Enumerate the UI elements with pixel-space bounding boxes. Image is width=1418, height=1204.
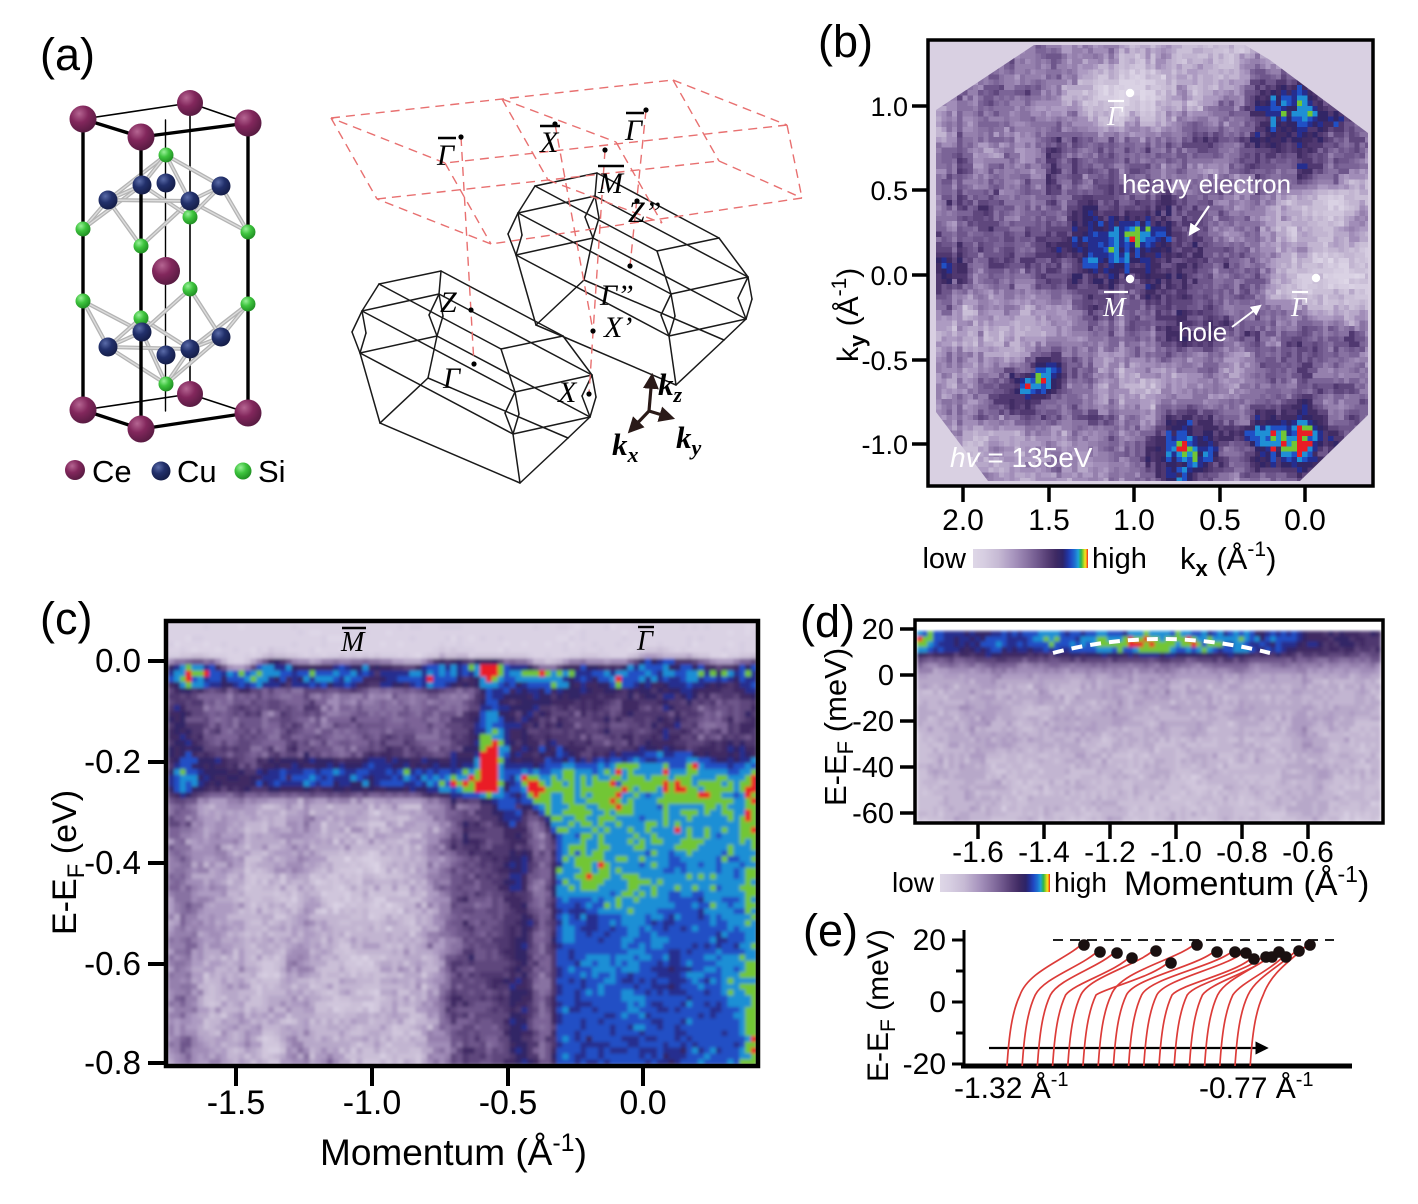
svg-text:M: M (340, 627, 366, 658)
svg-text:Momentum (Å-1): Momentum (Å-1) (320, 1129, 587, 1173)
svg-text:20: 20 (862, 614, 894, 646)
svg-text:Ce: Ce (92, 454, 132, 489)
svg-text:low: low (892, 867, 935, 898)
svg-text:Γ: Γ (636, 626, 654, 657)
svg-text:-0.6: -0.6 (1282, 836, 1334, 869)
svg-text:ky (Å-1): ky (Å-1) (828, 268, 870, 362)
svg-text:-1.4: -1.4 (1018, 836, 1070, 869)
svg-text:-0.2: -0.2 (84, 743, 141, 780)
svg-text:X’: X’ (603, 311, 632, 344)
svg-text:-1.0: -1.0 (1150, 836, 1202, 869)
svg-text:-60: -60 (852, 798, 894, 830)
svg-text:Γ: Γ (1106, 101, 1124, 131)
svg-text:-0.4: -0.4 (84, 844, 141, 881)
svg-text:0.0: 0.0 (1284, 504, 1326, 537)
svg-text:-20: -20 (852, 706, 894, 738)
svg-text:Z: Z (440, 286, 457, 319)
svg-text:-0.8: -0.8 (1216, 836, 1268, 869)
svg-text:Z”: Z” (628, 196, 661, 229)
svg-text:M: M (597, 167, 625, 200)
svg-text:-0.5: -0.5 (479, 1084, 538, 1122)
svg-text:high: high (1092, 543, 1147, 575)
svg-text:Cu: Cu (177, 454, 217, 489)
svg-text:0.0: 0.0 (95, 642, 141, 679)
svg-text:Γ: Γ (442, 362, 462, 395)
svg-text:(e): (e) (803, 905, 858, 956)
svg-text:X: X (557, 376, 578, 409)
svg-text:0: 0 (929, 986, 946, 1019)
svg-text:1.5: 1.5 (1028, 504, 1070, 537)
svg-text:1.0: 1.0 (870, 92, 908, 122)
svg-text:X: X (539, 126, 560, 159)
svg-text:ky: ky (676, 420, 702, 460)
svg-text:(d): (d) (800, 596, 855, 647)
svg-text:low: low (922, 543, 967, 575)
svg-text:high: high (1054, 867, 1107, 898)
svg-text:-0.8: -0.8 (84, 1044, 141, 1081)
svg-text:-1.6: -1.6 (952, 836, 1004, 869)
svg-text:M: M (1102, 292, 1127, 322)
svg-text:-1.32 Å-1: -1.32 Å-1 (954, 1069, 1069, 1105)
svg-text:(a): (a) (40, 29, 95, 80)
svg-text:Γ”: Γ” (599, 279, 634, 312)
svg-text:0.0: 0.0 (870, 261, 908, 291)
svg-text:-1.0: -1.0 (861, 430, 908, 460)
svg-text:Γ: Γ (436, 139, 456, 172)
svg-text:0.5: 0.5 (1199, 504, 1241, 537)
svg-text:-0.6: -0.6 (84, 945, 141, 982)
svg-text:kz: kz (658, 367, 683, 407)
svg-text:hole: hole (1178, 317, 1227, 347)
svg-text:kx (Å-1): kx (Å-1) (1180, 538, 1276, 581)
svg-text:-1.0: -1.0 (343, 1084, 402, 1122)
svg-text:0.0: 0.0 (619, 1084, 666, 1122)
svg-text:0.5: 0.5 (870, 176, 908, 206)
svg-text:-20: -20 (903, 1048, 946, 1081)
svg-text:Momentum (Å-1): Momentum (Å-1) (1124, 861, 1369, 903)
svg-text:hv = 135eV: hv = 135eV (950, 442, 1093, 473)
svg-text:kx: kx (612, 427, 639, 467)
svg-text:20: 20 (913, 924, 946, 957)
svg-text:E-EF (meV): E-EF (meV) (818, 648, 858, 806)
svg-text:(c): (c) (40, 593, 92, 644)
svg-text:-0.5: -0.5 (861, 346, 908, 376)
svg-text:Γ: Γ (1290, 292, 1308, 322)
svg-text:E-EF (eV): E-EF (eV) (46, 790, 90, 935)
svg-text:-40: -40 (852, 752, 894, 784)
svg-text:(b): (b) (818, 16, 873, 67)
svg-text:2.0: 2.0 (942, 504, 984, 537)
svg-text:1.0: 1.0 (1113, 504, 1155, 537)
svg-text:-1.2: -1.2 (1084, 836, 1136, 869)
svg-text:-0.77 Å-1: -0.77 Å-1 (1199, 1069, 1314, 1105)
svg-text:E-EF (meV): E-EF (meV) (862, 929, 900, 1082)
svg-text:-1.5: -1.5 (207, 1084, 266, 1122)
svg-text:heavy electron: heavy electron (1122, 169, 1291, 199)
svg-text:Si: Si (258, 454, 286, 489)
svg-text:0: 0 (878, 660, 894, 692)
svg-text:Γ: Γ (624, 114, 644, 147)
